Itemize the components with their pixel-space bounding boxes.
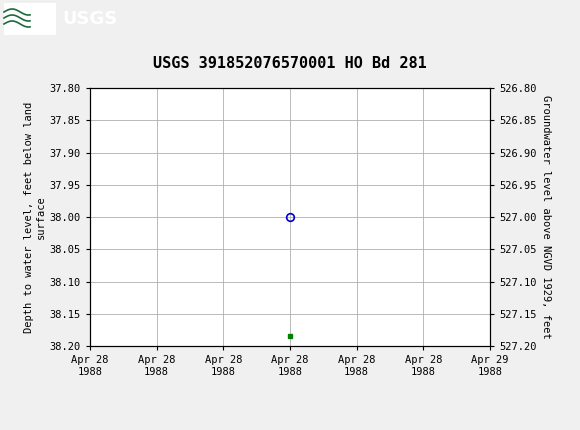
Text: USGS 391852076570001 HO Bd 281: USGS 391852076570001 HO Bd 281 (153, 56, 427, 71)
Y-axis label: Groundwater level above NGVD 1929, feet: Groundwater level above NGVD 1929, feet (541, 95, 551, 339)
Text: USGS: USGS (62, 10, 117, 28)
Y-axis label: Depth to water level, feet below land
surface: Depth to water level, feet below land su… (24, 101, 45, 333)
Bar (4, 3, 56, 35)
